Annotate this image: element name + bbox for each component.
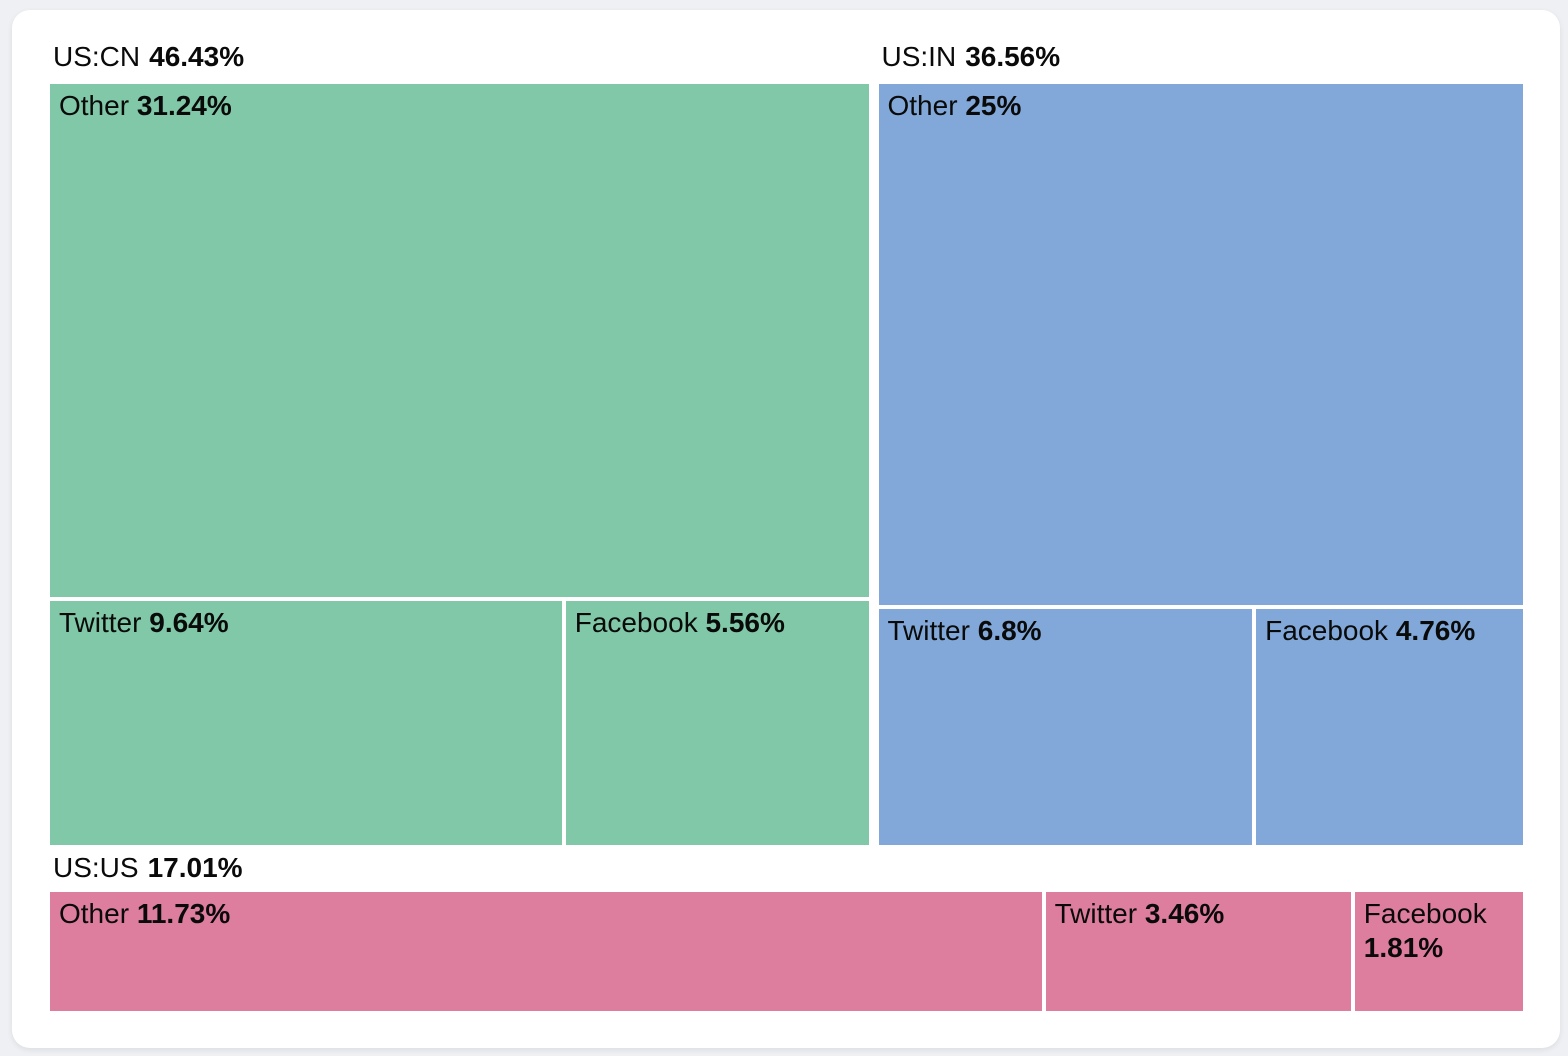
treemap-cell-us-cn-other[interactable]: Other 31.24%	[50, 84, 869, 597]
cell-percent: 6.8%	[977, 614, 1042, 646]
cell-name: Facebook	[1265, 614, 1389, 646]
cell-name: Facebook	[1363, 898, 1487, 929]
treemap-row-bottom: US:US 17.01% Other 11.73% Twitter 3.46% …	[50, 845, 1524, 1011]
cell-percent: 25%	[965, 90, 1022, 121]
group-subrow: Twitter 6.8% Facebook 4.76%	[878, 608, 1523, 845]
group-cells: Other 31.24% Twitter 9.64% Facebook 5.56…	[50, 84, 869, 845]
treemap-cell-us-cn-twitter[interactable]: Twitter 9.64%	[50, 600, 562, 845]
cell-name: Other	[59, 90, 130, 121]
treemap-cell-us-us-twitter[interactable]: Twitter 3.46%	[1045, 892, 1351, 1011]
cell-name: Other	[887, 90, 958, 121]
treemap: US:CN 46.43% Other 31.24% Twitter 9.64%	[50, 30, 1524, 1011]
treemap-row-top: US:CN 46.43% Other 31.24% Twitter 9.64%	[50, 30, 1523, 845]
treemap-cell-us-in-twitter[interactable]: Twitter 6.8%	[878, 608, 1253, 845]
chart-card: US:CN 46.43% Other 31.24% Twitter 9.64%	[12, 10, 1560, 1048]
treemap-cell-us-us-other[interactable]: Other 11.73%	[50, 892, 1042, 1011]
cell-name: Twitter	[887, 614, 970, 646]
group-us-in: US:IN 36.56% Other 25% Twitter 6.8%	[878, 30, 1524, 845]
treemap-cell-us-in-other[interactable]: Other 25%	[878, 84, 1523, 605]
group-subrow: Twitter 9.64% Facebook 5.56%	[50, 600, 869, 845]
group-name: US:IN	[881, 40, 957, 72]
cell-name: Twitter	[1054, 898, 1138, 929]
group-cells: Other 11.73% Twitter 3.46% Facebook 1.81…	[50, 892, 1524, 1011]
group-name: US:US	[53, 852, 139, 884]
group-cells: Other 25% Twitter 6.8% Facebook 4.76%	[878, 84, 1523, 845]
group-us-cn: US:CN 46.43% Other 31.24% Twitter 9.64%	[50, 30, 869, 845]
cell-name: Facebook	[574, 606, 698, 638]
group-us-us: US:US 17.01% Other 11.73% Twitter 3.46% …	[50, 845, 1524, 1011]
cell-name: Twitter	[59, 606, 142, 638]
group-label-us-us: US:US 17.01%	[50, 845, 1523, 892]
cell-percent: 31.24%	[136, 90, 232, 121]
group-percent: 46.43%	[149, 40, 245, 72]
cell-percent: 11.73%	[136, 898, 231, 929]
cell-percent: 9.64%	[149, 606, 229, 638]
cell-percent: 1.81%	[1363, 931, 1444, 963]
treemap-cell-us-us-facebook[interactable]: Facebook 1.81%	[1354, 892, 1524, 1011]
treemap-cell-us-in-facebook[interactable]: Facebook 4.76%	[1256, 608, 1523, 845]
cell-name: Other	[59, 898, 130, 929]
cell-percent: 5.56%	[705, 606, 785, 638]
group-percent: 36.56%	[965, 40, 1061, 72]
treemap-cell-us-cn-facebook[interactable]: Facebook 5.56%	[565, 600, 869, 845]
cell-percent: 3.46%	[1144, 898, 1225, 929]
group-label-us-in: US:IN 36.56%	[879, 30, 1524, 84]
cell-percent: 4.76%	[1395, 614, 1476, 646]
group-percent: 17.01%	[147, 852, 243, 884]
group-label-us-cn: US:CN 46.43%	[50, 30, 869, 84]
group-name: US:CN	[53, 40, 141, 72]
